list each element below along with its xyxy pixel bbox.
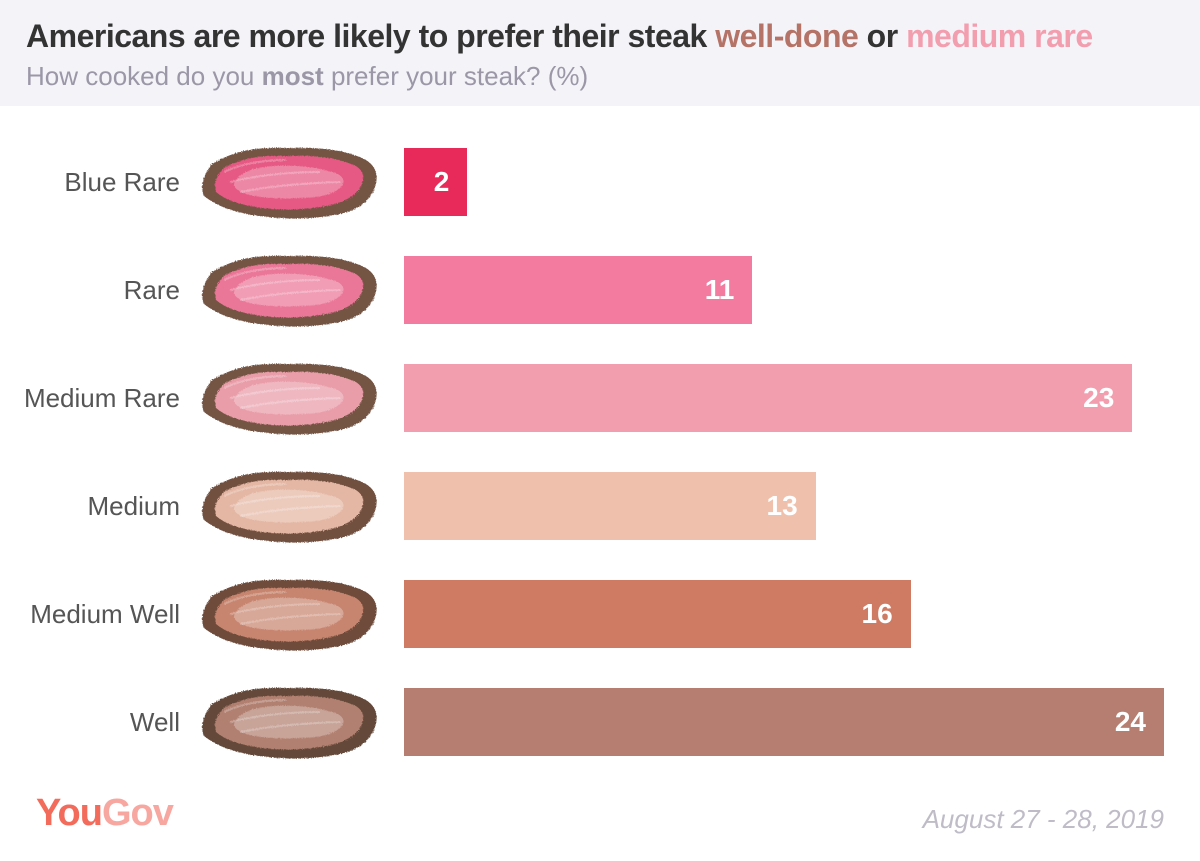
bar-value: 24 (1115, 706, 1146, 738)
logo-gov: Gov (102, 792, 173, 834)
title-highlight-mediumrare: medium rare (906, 18, 1093, 54)
chart-row: Medium 13 (0, 452, 1164, 560)
bar-cell: 13 (386, 472, 1164, 540)
steak-icon (190, 246, 386, 334)
bar-value: 11 (705, 274, 735, 306)
bar-value: 23 (1083, 382, 1114, 414)
bar: 11 (404, 256, 752, 324)
steak-icon (190, 570, 386, 658)
chart-row: Rare 11 (0, 236, 1164, 344)
logo-you: You (36, 792, 102, 834)
bar: 16 (404, 580, 911, 648)
title-mid: or (858, 18, 906, 54)
subtitle-bold: most (262, 61, 324, 91)
bar-cell: 24 (386, 688, 1164, 756)
yougov-logo: YouGov (36, 792, 173, 835)
bar-cell: 23 (386, 364, 1164, 432)
steak-icon (190, 138, 386, 226)
bar: 24 (404, 688, 1164, 756)
chart-row: Medium Well 16 (0, 560, 1164, 668)
chart-title: Americans are more likely to prefer thei… (26, 18, 1174, 55)
bar-cell: 11 (386, 256, 1164, 324)
bar: 23 (404, 364, 1132, 432)
bar-chart: Blue Rare 2Rare 11Medium Rare (0, 106, 1200, 776)
header: Americans are more likely to prefer thei… (0, 0, 1200, 106)
title-highlight-welldone: well-done (715, 18, 858, 54)
steak-icon (190, 462, 386, 550)
title-pre: Americans are more likely to prefer thei… (26, 18, 715, 54)
category-label: Medium Well (0, 599, 190, 630)
steak-icon (190, 354, 386, 442)
chart-row: Well 24 (0, 668, 1164, 776)
chart-row: Blue Rare 2 (0, 128, 1164, 236)
subtitle-post: prefer your steak? (%) (324, 61, 588, 91)
bar-value: 13 (767, 490, 798, 522)
bar-cell: 16 (386, 580, 1164, 648)
bar: 13 (404, 472, 816, 540)
category-label: Well (0, 707, 190, 738)
subtitle-pre: How cooked do you (26, 61, 262, 91)
chart-row: Medium Rare 23 (0, 344, 1164, 452)
survey-date: August 27 - 28, 2019 (923, 804, 1164, 835)
bar-value: 2 (434, 166, 450, 198)
bar-cell: 2 (386, 148, 1164, 216)
category-label: Medium Rare (0, 383, 190, 414)
category-label: Rare (0, 275, 190, 306)
footer: YouGov August 27 - 28, 2019 (36, 792, 1164, 835)
category-label: Medium (0, 491, 190, 522)
steak-icon (190, 678, 386, 766)
bar: 2 (404, 148, 467, 216)
bar-value: 16 (862, 598, 893, 630)
chart-subtitle: How cooked do you most prefer your steak… (26, 61, 1174, 92)
category-label: Blue Rare (0, 167, 190, 198)
